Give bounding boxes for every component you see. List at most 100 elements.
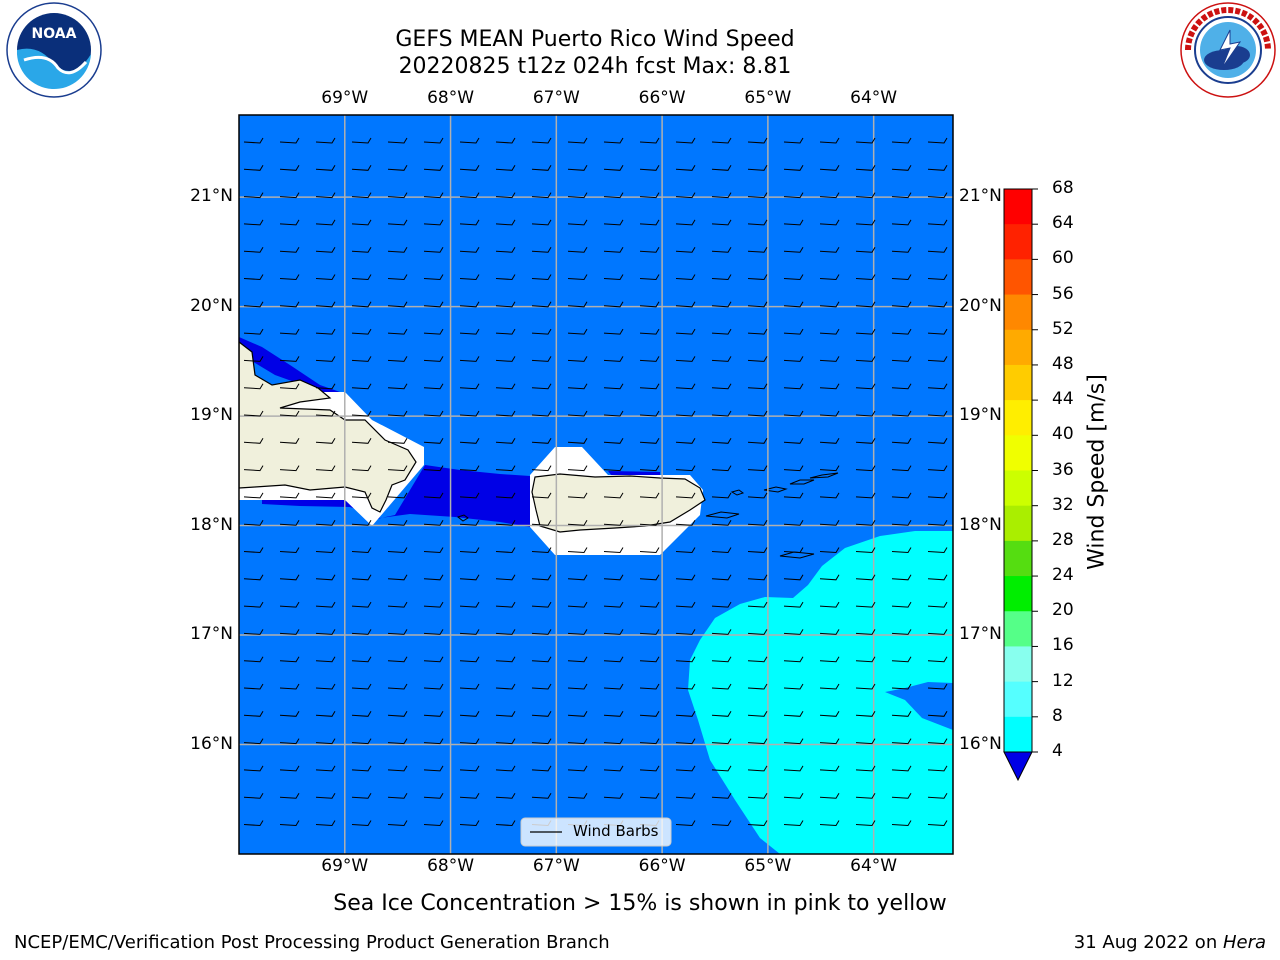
- wind-barb: [675, 765, 696, 772]
- wind-barb: [783, 738, 804, 745]
- wind-barb: [531, 711, 552, 717]
- lon-label-bottom: 66°W: [638, 856, 686, 876]
- footer-date: 31 Aug 2022 on Hera: [1074, 932, 1266, 953]
- wind-barb: [783, 465, 804, 472]
- wind-barb: [711, 192, 732, 199]
- wind-barb: [459, 219, 480, 226]
- colorbar-tick-label: 4: [1052, 741, 1063, 761]
- wind-barb: [423, 465, 444, 472]
- wind-barb: [243, 820, 264, 827]
- wind-barb: [711, 274, 732, 281]
- wind-barb: [819, 274, 840, 281]
- wind-barb: [711, 792, 732, 799]
- wind-barb: [387, 328, 408, 335]
- wind-barb: [279, 547, 300, 554]
- wind-barb: [747, 301, 768, 308]
- wind-barb: [567, 738, 588, 745]
- wind-barb: [351, 356, 372, 362]
- wind-barb: [423, 574, 444, 581]
- wind-barb: [927, 165, 948, 171]
- wind-barb: [639, 137, 660, 144]
- wind-barb: [711, 219, 732, 226]
- wind-barb: [567, 683, 588, 690]
- wind-barb: [315, 738, 336, 745]
- wind-barb: [711, 574, 732, 581]
- wind-barb: [567, 192, 588, 199]
- wind-barb: [279, 765, 300, 772]
- wind-barb: [387, 519, 408, 526]
- wind-barb: [387, 192, 408, 199]
- wind-barb: [855, 165, 876, 171]
- wind-barb: [387, 383, 408, 390]
- wind-barb: [459, 656, 480, 663]
- wind-barb: [891, 192, 912, 199]
- wind-barb: [675, 246, 696, 253]
- wind-barb: [531, 438, 552, 444]
- wind-barb: [819, 165, 840, 171]
- wind-barb: [927, 492, 948, 499]
- land-culebra: [730, 489, 745, 496]
- wind-barb: [855, 738, 876, 745]
- wind-barb: [783, 383, 804, 390]
- wind-barb: [891, 492, 912, 499]
- wind-barb: [351, 820, 372, 827]
- colorbar-band: [1004, 294, 1032, 331]
- wind-barb: [315, 438, 336, 444]
- wind-barb: [639, 356, 660, 362]
- wind-barb: [711, 656, 732, 663]
- wind-barb: [531, 547, 552, 554]
- wind-barb: [243, 547, 264, 554]
- wind-barb: [711, 165, 732, 171]
- wind-barb: [927, 219, 948, 226]
- wind-barb: [675, 792, 696, 799]
- wind-barb: [747, 192, 768, 199]
- wind-barb: [783, 246, 804, 253]
- lon-label-top: 69°W: [321, 88, 369, 108]
- wind-barb: [279, 410, 300, 417]
- wind-barb: [819, 438, 840, 444]
- wind-barb: [819, 547, 840, 554]
- colorbar-band: [1004, 400, 1032, 436]
- wind-barb: [747, 246, 768, 253]
- wind-barb: [423, 601, 444, 608]
- wind-barb: [459, 274, 480, 281]
- wind-barb: [639, 519, 660, 526]
- wind-barb: [675, 301, 696, 308]
- wind-barb: [423, 301, 444, 308]
- wind-barb: [603, 519, 624, 526]
- lat-label-right: 20°N: [959, 295, 1002, 316]
- wind-barb: [927, 574, 948, 581]
- lon-label-bottom: 67°W: [532, 856, 580, 876]
- wind-barb: [603, 137, 624, 144]
- wind-barb: [423, 683, 444, 690]
- wind-barb: [783, 192, 804, 199]
- wind-barb: [855, 547, 876, 554]
- wind-barb: [819, 356, 840, 362]
- wind-barb: [459, 547, 480, 554]
- wind-barb: [279, 438, 300, 444]
- wind-barb: [603, 465, 624, 472]
- wind-barb: [351, 328, 372, 335]
- wind-barb: [819, 574, 840, 581]
- wind-barb: [387, 465, 408, 472]
- wind-barb: [675, 683, 696, 690]
- wind-barb: [315, 547, 336, 554]
- wind-barb: [315, 246, 336, 253]
- wind-barb: [783, 792, 804, 799]
- wind-barb: [459, 137, 480, 144]
- wind-barb: [747, 438, 768, 444]
- wind-barb: [315, 683, 336, 690]
- wind-barb: [531, 492, 552, 499]
- wind-barb: [531, 410, 552, 417]
- wind-barb: [423, 547, 444, 554]
- wind-barb: [351, 438, 372, 444]
- wind-barb: [531, 219, 552, 226]
- wind-barb: [783, 601, 804, 608]
- wind-barb: [459, 519, 480, 526]
- wind-barb: [855, 683, 876, 690]
- wind-barb: [495, 192, 516, 199]
- wind-barb: [243, 656, 264, 663]
- colorbar-band: [1004, 576, 1032, 612]
- wind-barb: [675, 137, 696, 144]
- wind-barb: [855, 574, 876, 581]
